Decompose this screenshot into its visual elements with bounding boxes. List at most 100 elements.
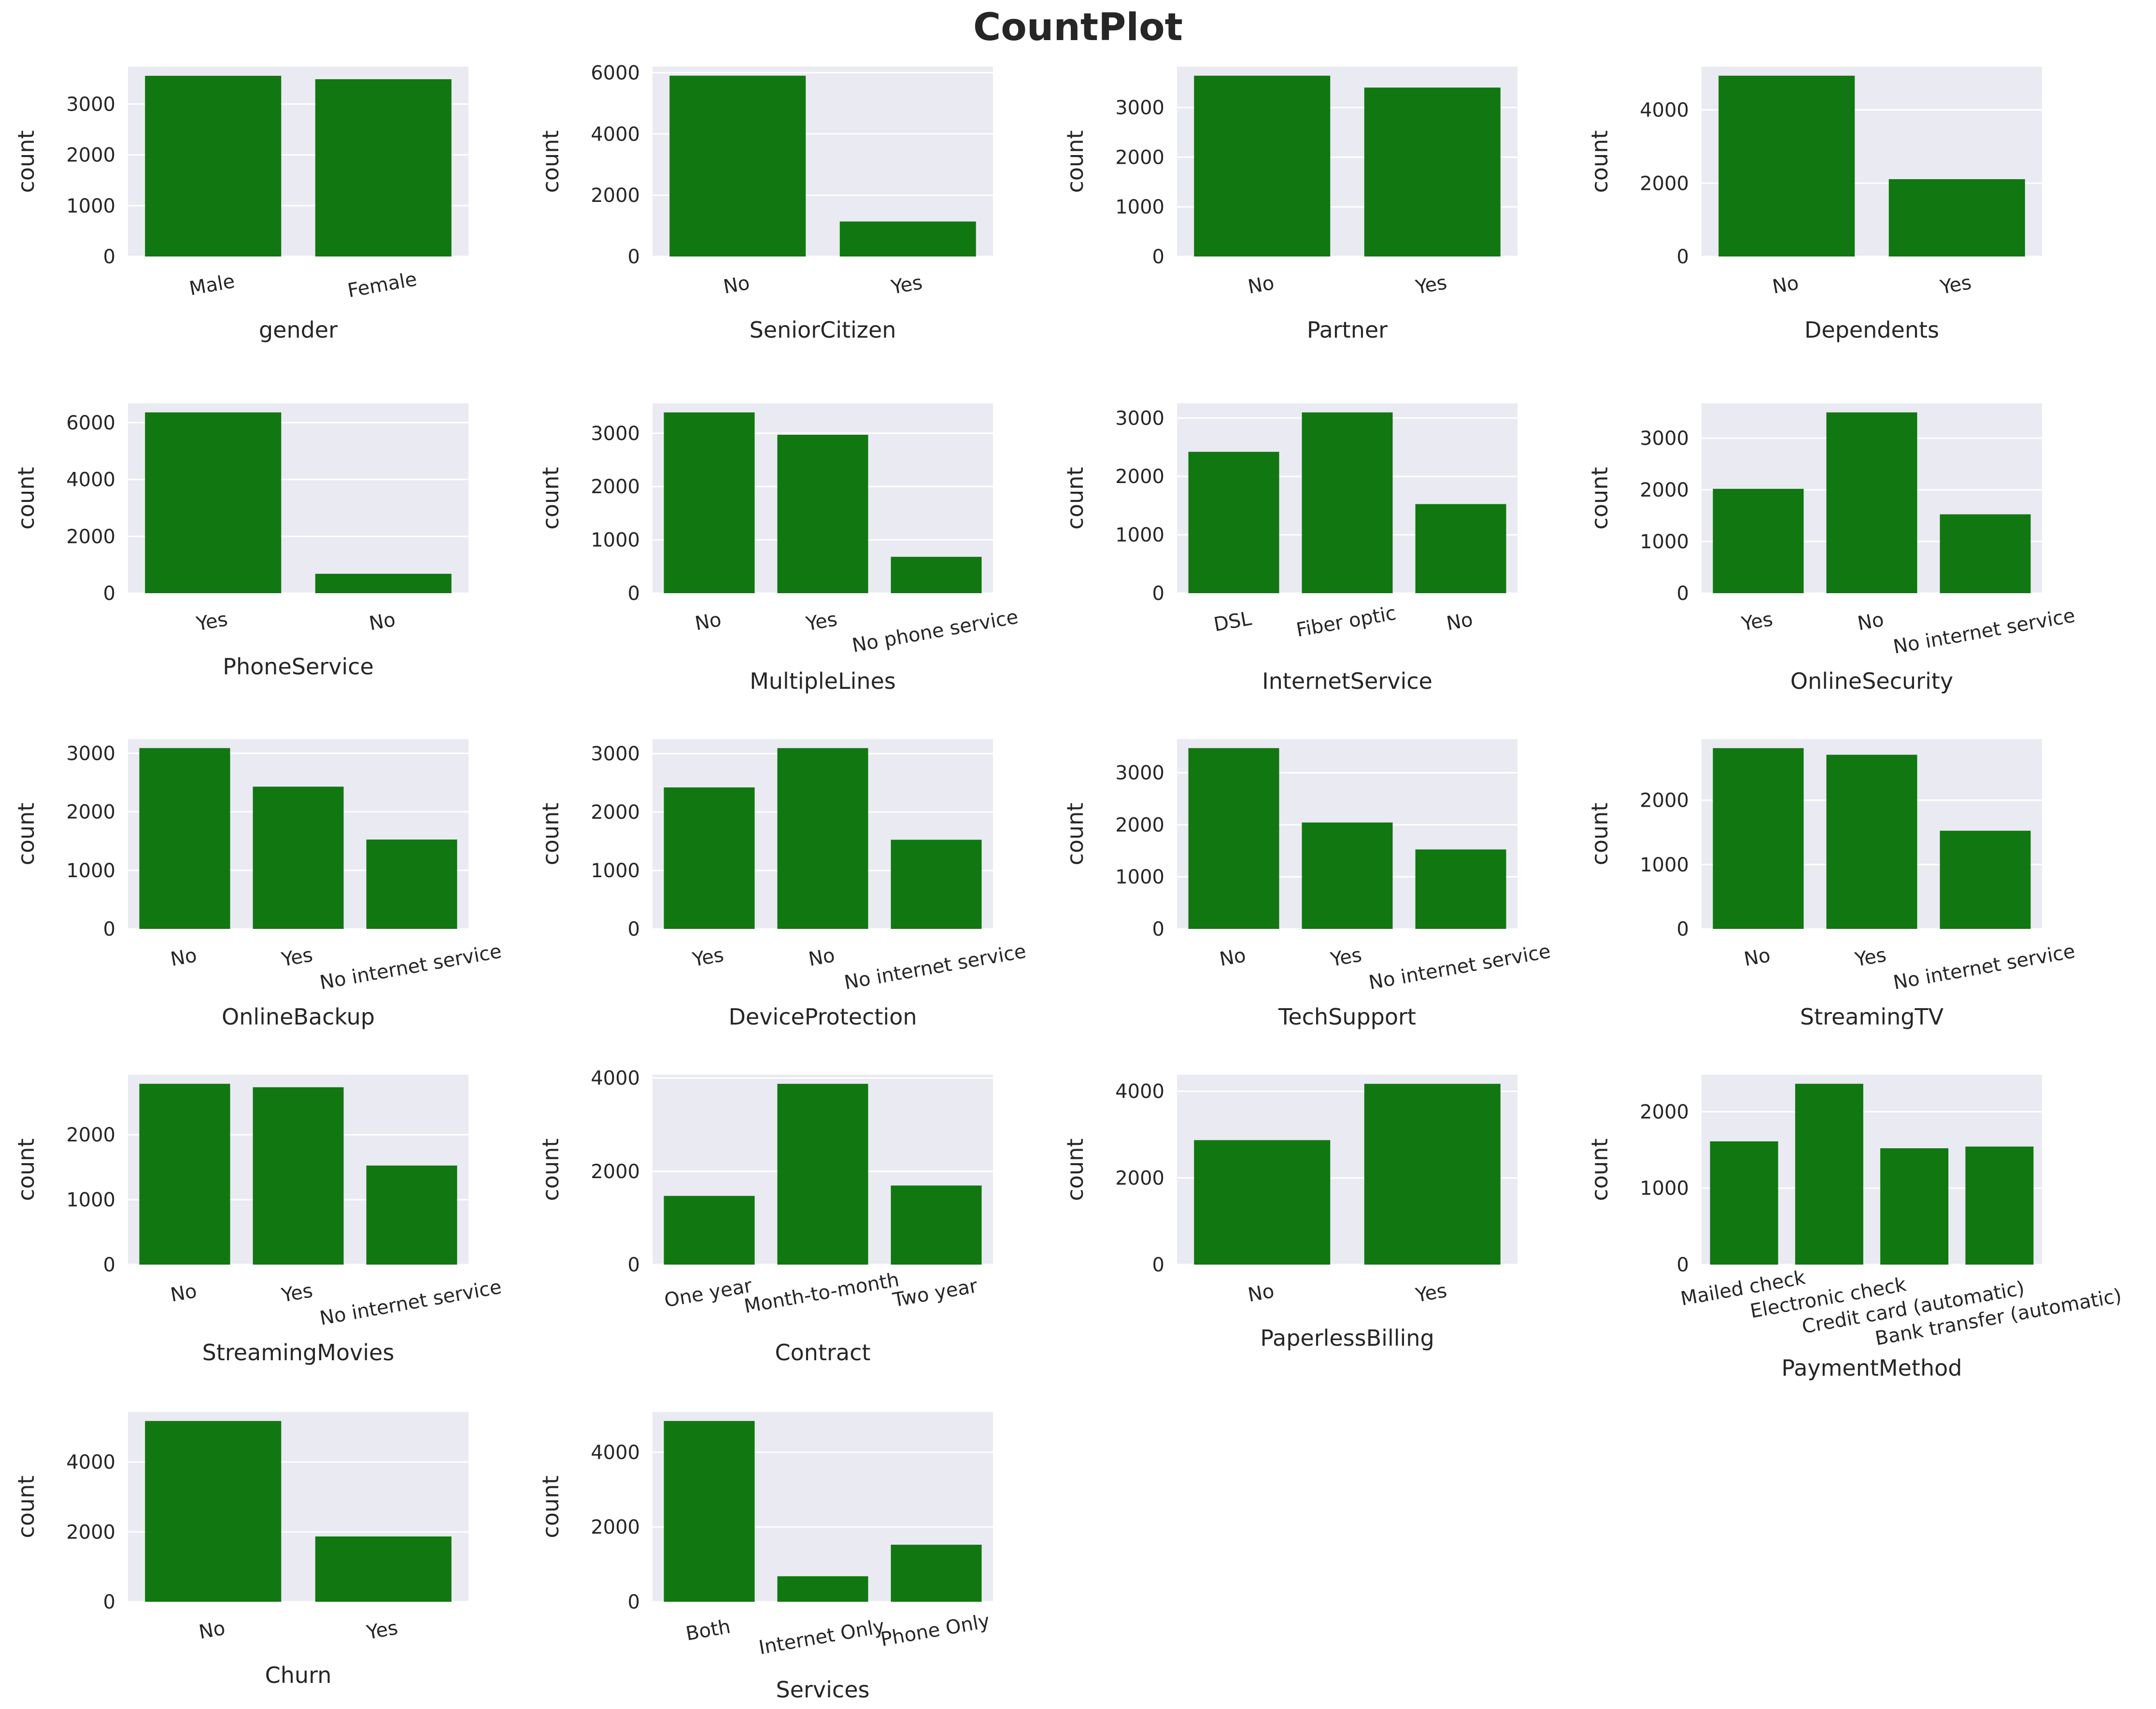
x-tick-label: No internet service bbox=[318, 1276, 503, 1330]
x-axis-label: PhoneService bbox=[223, 654, 374, 680]
y-tick-label: 0 bbox=[103, 918, 115, 940]
y-tick-label: 0 bbox=[103, 583, 115, 605]
y-axis-label: count bbox=[13, 130, 39, 193]
x-axis-label: InternetService bbox=[1262, 668, 1433, 694]
y-tick-label: 2000 bbox=[1115, 466, 1164, 488]
x-tick-label: No bbox=[807, 944, 837, 971]
x-tick-label: No bbox=[1856, 609, 1886, 635]
x-tick-label: No internet service bbox=[843, 940, 1028, 994]
y-tick-label: 6000 bbox=[66, 412, 115, 434]
bar-bank-transfer-automatic bbox=[1965, 1146, 2034, 1265]
x-axis-label: Services bbox=[776, 1677, 870, 1703]
bar-no bbox=[1713, 748, 1804, 929]
x-tick-label: One year bbox=[663, 1275, 754, 1312]
y-tick-label: 1000 bbox=[66, 1189, 115, 1211]
x-tick-label: Female bbox=[346, 268, 418, 302]
x-axis-label: Churn bbox=[265, 1662, 332, 1688]
bar-yes bbox=[777, 435, 868, 593]
y-tick-label: 2000 bbox=[66, 526, 115, 548]
subplot-onlinesecurity: 0 1000 2000 3000 Yes No No internet service Onl… bbox=[1587, 403, 2077, 694]
y-tick-label: 3000 bbox=[66, 93, 115, 115]
x-tick-label: No bbox=[169, 944, 199, 971]
y-tick-label: 0 bbox=[1677, 246, 1689, 268]
bar-yes bbox=[1364, 87, 1501, 256]
x-tick-label: No bbox=[1246, 272, 1276, 299]
y-tick-label: 4000 bbox=[591, 123, 640, 145]
y-axis-label: count bbox=[13, 1139, 39, 1201]
subplot-streamingtv: 0 1000 2000 No Yes No internet service Streami… bbox=[1587, 739, 2077, 1030]
bar-both bbox=[664, 1421, 755, 1602]
y-tick-label: 0 bbox=[1677, 1254, 1689, 1276]
x-tick-label: Yes bbox=[1414, 271, 1449, 299]
x-axis-label: MultipleLines bbox=[750, 668, 896, 694]
y-tick-label: 2000 bbox=[591, 801, 640, 824]
y-tick-label: 1000 bbox=[1640, 854, 1689, 876]
bar-no bbox=[1188, 748, 1279, 929]
bar-yes bbox=[1713, 488, 1804, 593]
y-tick-label: 2000 bbox=[66, 801, 115, 824]
y-tick-label: 1000 bbox=[1640, 1178, 1689, 1200]
y-tick-label: 0 bbox=[103, 246, 115, 268]
x-tick-label: Phone Only bbox=[879, 1610, 992, 1651]
x-tick-label: No bbox=[722, 272, 752, 299]
x-axis-label: StreamingMovies bbox=[202, 1339, 395, 1366]
y-axis-label: count bbox=[1587, 130, 1613, 193]
bar-month-to-month bbox=[777, 1083, 868, 1265]
bar-no bbox=[1194, 1140, 1331, 1265]
y-tick-label: 2000 bbox=[591, 185, 640, 207]
y-axis-label: count bbox=[13, 1476, 39, 1538]
bar-no bbox=[139, 1083, 230, 1265]
x-tick-label: Yes bbox=[1328, 944, 1363, 971]
bar-male bbox=[145, 75, 282, 256]
y-axis-label: count bbox=[13, 467, 39, 530]
y-tick-label: 1000 bbox=[591, 860, 640, 882]
x-tick-label: Male bbox=[187, 270, 236, 300]
x-tick-label: No bbox=[1218, 944, 1248, 971]
y-tick-label: 2000 bbox=[1115, 146, 1164, 169]
subplot-dependents: 0 2000 4000 No Yes Dependents count bbox=[1587, 67, 2042, 343]
subplot-techsupport: 0 1000 2000 3000 No Yes No internet service Tec… bbox=[1062, 739, 1552, 1030]
y-tick-label: 3000 bbox=[1115, 97, 1164, 119]
x-axis-label: Partner bbox=[1307, 317, 1388, 343]
x-tick-label: Yes bbox=[279, 1280, 314, 1307]
y-tick-label: 1000 bbox=[66, 860, 115, 882]
bar-yes bbox=[839, 221, 976, 256]
y-tick-label: 0 bbox=[628, 1254, 640, 1276]
y-tick-label: 0 bbox=[628, 583, 640, 605]
x-axis-label: Dependents bbox=[1804, 317, 1939, 343]
bar-no bbox=[1415, 504, 1506, 593]
x-axis-label: StreamingTV bbox=[1800, 1004, 1944, 1030]
x-tick-label: No bbox=[1246, 1280, 1276, 1307]
x-tick-label: Yes bbox=[690, 944, 725, 971]
subplot-multiplelines: 0 1000 2000 3000 No Yes No phone service Multip… bbox=[538, 403, 1020, 694]
y-tick-label: 2000 bbox=[591, 476, 640, 498]
x-tick-label: No bbox=[1445, 609, 1475, 635]
subplot-gender: 0 1000 2000 3000 Male Female gender count bbox=[13, 67, 468, 343]
bar-one-year bbox=[664, 1196, 755, 1265]
y-tick-label: 4000 bbox=[1640, 100, 1689, 122]
x-tick-label: Month-to-month bbox=[742, 1268, 901, 1318]
bar-yes bbox=[253, 1087, 344, 1265]
y-tick-label: 3000 bbox=[1115, 762, 1164, 784]
bar-yes bbox=[1302, 822, 1393, 929]
x-axis-label: gender bbox=[259, 317, 338, 343]
y-tick-label: 4000 bbox=[66, 469, 115, 491]
x-tick-label: Yes bbox=[1853, 944, 1888, 971]
y-tick-label: 4000 bbox=[591, 1441, 640, 1464]
bar-yes bbox=[1888, 179, 2025, 256]
x-tick-label: Yes bbox=[279, 944, 314, 971]
y-tick-label: 6000 bbox=[591, 62, 640, 84]
x-tick-label: Yes bbox=[889, 271, 924, 299]
x-tick-label: No bbox=[169, 1280, 199, 1307]
bar-yes bbox=[253, 786, 344, 929]
x-axis-label: OnlineBackup bbox=[222, 1004, 375, 1030]
y-tick-label: 0 bbox=[1677, 583, 1689, 605]
y-tick-label: 3000 bbox=[591, 743, 640, 765]
bar-no bbox=[777, 748, 868, 929]
x-axis-label: PaperlessBilling bbox=[1260, 1325, 1434, 1351]
x-axis-label: DeviceProtection bbox=[728, 1004, 917, 1030]
y-tick-label: 0 bbox=[1152, 918, 1164, 940]
